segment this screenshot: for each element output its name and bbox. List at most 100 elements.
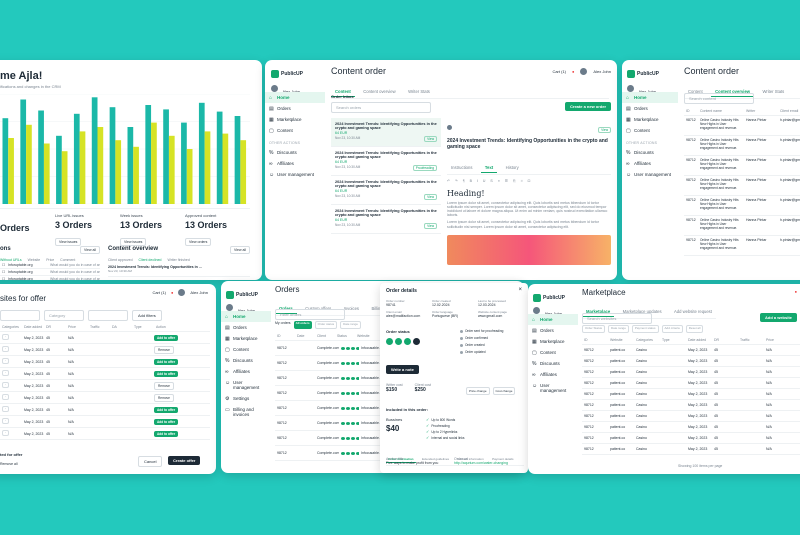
view-orders-button[interactable]: View orders — [185, 238, 212, 246]
sidebar-item-marketplace[interactable]: ▦ Marketplace — [528, 336, 578, 347]
view-all-button[interactable]: View all — [80, 246, 100, 254]
add-to-offer-button[interactable]: Add to offer — [154, 418, 179, 425]
category-select[interactable]: Category — [44, 310, 84, 321]
remove-button[interactable]: Remove — [154, 345, 174, 354]
remove-button[interactable]: Remove — [154, 393, 174, 402]
table-row[interactable]: 98712 Complete.com Infocusable.org — [275, 431, 395, 446]
filter-all-orders[interactable]: All orders — [293, 321, 312, 329]
tab-order-information[interactable]: Order information — [386, 457, 416, 463]
search-input[interactable]: Search websites — [582, 313, 652, 324]
cancel-button[interactable]: Cancel — [138, 456, 163, 467]
list-item[interactable]: ☐ Inforuptable.org What would you do in ca… — [0, 262, 100, 270]
sidebar-item-discounts[interactable]: % Discounts — [622, 147, 678, 158]
table-row[interactable]: 98712 Complete.com Infocusable.org — [275, 446, 395, 461]
filter-my-orders[interactable]: My orders — [275, 321, 291, 325]
link-value[interactable]: http://aqurium.com/water-changing — [454, 461, 508, 466]
tab-writer-stats[interactable]: Writer Stats — [408, 89, 430, 94]
table-row[interactable]: 98712 Online Casino Industry Hits New Hig… — [684, 116, 800, 136]
table-row[interactable]: 98712 patient.co Casino May 2, 2023 45 N/A — [582, 411, 800, 422]
sidebar-item-home[interactable]: ⌂ Home — [265, 92, 325, 103]
search-input[interactable]: Search content — [684, 93, 754, 104]
table-row[interactable]: 98712 patient.co Casino May 2, 2023 45 N/A — [582, 356, 800, 367]
tab-invoices[interactable]: Invoices — [343, 306, 360, 311]
tab-content[interactable]: Content — [331, 87, 355, 97]
tab-instructions[interactable]: Instructions — [451, 164, 473, 170]
view-issues-button[interactable]: View issues — [55, 238, 82, 246]
sidebar-item-home[interactable]: ⌂ Home — [622, 92, 678, 103]
tab-marketplace-updates[interactable]: Marketplace updates — [622, 309, 662, 314]
table-row[interactable]: 98712 Online Casino Industry Hits New Hig… — [684, 136, 800, 156]
table-row[interactable]: 98712 Online Casino Industry Hits New Hig… — [684, 176, 800, 196]
tab-writer-finished[interactable]: Writer finished — [167, 258, 190, 262]
add-to-offer-button[interactable]: Add to offer — [154, 358, 179, 365]
tab-content-overview[interactable]: Content overview — [363, 89, 396, 94]
bell-icon[interactable]: ● — [794, 289, 797, 294]
sidebar-item-marketplace[interactable]: ▦ Marketplace — [622, 114, 678, 125]
table-row[interactable]: 98712 patient.co Casino May 2, 2023 45 N/A — [582, 433, 800, 444]
sidebar-item-affiliates[interactable]: ∞ Affiliates — [528, 369, 578, 380]
close-icon[interactable]: × — [518, 287, 522, 293]
sidebar-item-settings[interactable]: ⚙ Settings — [221, 393, 271, 404]
tab-add-website-request[interactable]: Add website request — [674, 309, 712, 314]
tab-extended-guidelines[interactable]: Extended guidelines — [421, 457, 449, 461]
order-item[interactable]: 2024 Investment Trends: Identifying Oppo… — [331, 205, 441, 234]
sidebar-item-user-management[interactable]: ☺ User management — [622, 169, 678, 180]
write-note-button[interactable]: Write a note — [386, 365, 419, 374]
create-order-button[interactable]: Create a new order — [565, 102, 612, 111]
sidebar-item-home[interactable]: ⌂ Home — [221, 311, 271, 322]
sidebar-item-user-management[interactable]: ☺ User management — [221, 377, 271, 393]
sidebar-item-discounts[interactable]: % Discounts — [221, 355, 271, 366]
table-row[interactable]: 98712 Online Casino Industry Hits New Hig… — [684, 196, 800, 216]
table-row[interactable]: · May 2, 2023 45 N/A Remove — [0, 392, 210, 404]
sidebar-item-discounts[interactable]: % Discounts — [528, 358, 578, 369]
table-row[interactable]: · May 2, 2023 45 N/A Add to offer — [0, 356, 210, 368]
sidebar-item-affiliates[interactable]: ∞ Affiliates — [221, 366, 271, 377]
sidebar-item-content[interactable]: ▢ Content — [221, 344, 271, 355]
tab-custom-offers[interactable]: Custom offers — [305, 306, 332, 311]
sidebar-item-discounts[interactable]: % Discounts — [265, 147, 325, 158]
view-issues-button[interactable]: View issues — [120, 238, 147, 246]
table-row[interactable]: 98712 patient.co Casino May 2, 2023 45 N/A — [582, 345, 800, 356]
row-checkbox[interactable]: ☐ — [2, 263, 6, 268]
sidebar-item-billing[interactable]: ▭ Billing and invoices — [221, 404, 271, 420]
tab-writer-stats[interactable]: Writer Stats — [762, 89, 785, 94]
bell-icon[interactable]: ● — [171, 290, 174, 295]
tab-without-urls[interactable]: Without URLs — [0, 258, 22, 262]
order-tag[interactable]: View — [424, 194, 437, 200]
table-row[interactable]: 98712 patient.co Casino May 2, 2023 45 N/A — [582, 367, 800, 378]
table-row[interactable]: 98712 patient.co Casino May 2, 2023 45 N/A — [582, 389, 800, 400]
table-row[interactable]: 98712 patient.co Casino May 2, 2023 45 N/A — [582, 444, 800, 455]
editor-toolbar[interactable]: ↶ ↷ ¶ B I U S ≡ ☰ ⎘ ⌗ ⊡ — [447, 178, 533, 183]
table-row[interactable]: 98712 patient.co Casino May 2, 2023 45 N/A — [582, 400, 800, 411]
tab-client-approved[interactable]: Client approved — [108, 258, 133, 262]
user-menu[interactable]: Alex John — [226, 299, 255, 317]
table-row[interactable]: · May 2, 2023 45 N/A Remove — [0, 344, 210, 356]
tab-content[interactable]: Content — [688, 89, 703, 94]
row-checkbox[interactable]: ☐ — [2, 270, 6, 275]
sidebar-item-orders[interactable]: ▤ Orders — [221, 322, 271, 333]
tab-content-information[interactable]: Content information — [457, 457, 484, 461]
order-item[interactable]: 2024 Investment Trends: Identifying Oppo… — [331, 147, 441, 176]
table-row[interactable]: · May 2, 2023 45 N/A Add to offer — [0, 428, 210, 440]
cart-button[interactable]: Cart (1) — [552, 69, 566, 74]
cart-button[interactable]: Cart (1) — [152, 290, 166, 295]
filter-date[interactable]: Date range — [340, 321, 361, 329]
tab-marketplace[interactable]: Marketplace — [582, 307, 615, 317]
table-row[interactable]: 98712 Online Casino Industry Hits New Hig… — [684, 216, 800, 236]
table-row[interactable]: 98712 Complete.com Infocusable.org — [275, 341, 395, 356]
tab-text[interactable]: Text — [480, 163, 498, 173]
order-tag[interactable]: View — [424, 223, 437, 229]
table-row[interactable]: 98712 Complete.com Infocusable.org — [275, 386, 395, 401]
price-change-button[interactable]: Price change — [466, 387, 490, 395]
bell-icon[interactable]: ● — [572, 69, 575, 74]
sidebar-item-orders[interactable]: ▤ Orders — [622, 103, 678, 114]
filter-payment-status[interactable]: Payment status — [631, 325, 659, 333]
order-tag[interactable]: View — [424, 136, 437, 142]
order-tag[interactable]: Proofreading — [412, 165, 437, 171]
row-checkbox[interactable]: ☐ — [2, 277, 6, 280]
user-menu[interactable]: Alex John — [271, 80, 300, 98]
filter-status[interactable]: Order status — [314, 321, 338, 329]
table-row[interactable]: · May 2, 2023 45 N/A Add to offer — [0, 332, 210, 344]
user-menu[interactable]: Alex John — [533, 302, 562, 320]
table-row[interactable]: 98712 Complete.com Infocusable.org — [275, 401, 395, 416]
